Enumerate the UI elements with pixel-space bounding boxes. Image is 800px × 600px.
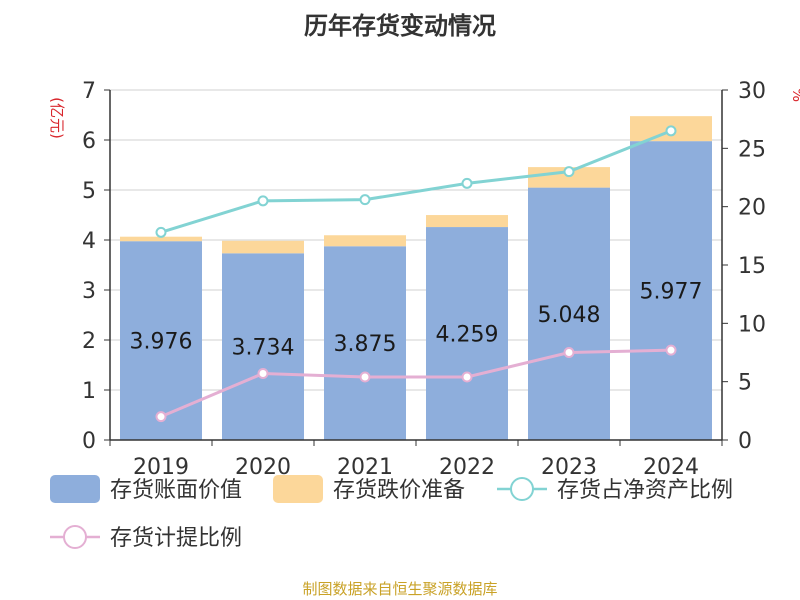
left-tick-label: 4 — [82, 229, 96, 254]
bar-book-value — [324, 246, 406, 440]
bar-impairment — [324, 235, 406, 247]
bar-book-value — [426, 227, 508, 440]
left-tick-label: 1 — [82, 379, 96, 404]
legend-label: 存货跌价准备 — [333, 478, 465, 503]
legend-label: 存货占净资产比例 — [557, 478, 733, 503]
right-tick-label: 0 — [738, 429, 752, 454]
point-net-asset-ratio — [563, 166, 575, 178]
right-tick-label: 25 — [738, 137, 766, 162]
legend-label: 存货计提比例 — [110, 526, 242, 551]
left-tick-label: 5 — [82, 179, 96, 204]
bar-book-value — [630, 141, 712, 440]
left-tick-label: 6 — [82, 129, 96, 154]
grid-lines — [110, 89, 722, 391]
line-net-asset-ratio — [160, 129, 672, 234]
left-tick-label: 7 — [82, 79, 96, 104]
x-tick-label: 2019 — [133, 455, 189, 480]
right-tick-label: 15 — [738, 254, 766, 279]
left-tick-label: 3 — [82, 279, 96, 304]
bar-data-label: 3.976 — [130, 330, 193, 355]
right-axis-label: % — [789, 88, 800, 102]
bar-data-label: 5.977 — [640, 280, 703, 305]
point-provision-ratio — [359, 371, 371, 383]
legend-marker — [63, 525, 87, 549]
point-net-asset-ratio — [665, 125, 677, 137]
x-tick-label: 2023 — [541, 455, 597, 480]
right-tick-label: 30 — [738, 79, 766, 104]
point-provision-ratio — [257, 368, 269, 379]
x-tick-label: 2024 — [643, 455, 699, 480]
right-tick-label: 5 — [738, 371, 752, 396]
bar-data-label: 4.259 — [436, 323, 499, 348]
bar-series — [120, 116, 712, 440]
data-labels: 3.976 3.734 3.875 4.259 5.048 5.977 — [130, 280, 703, 361]
right-tick-label: 10 — [738, 312, 766, 337]
x-tick-label: 2022 — [439, 455, 495, 480]
point-provision-ratio — [563, 347, 575, 358]
point-provision-ratio — [155, 411, 167, 423]
legend-label: 存货账面价值 — [110, 478, 242, 503]
point-net-asset-ratio — [155, 226, 167, 238]
legend-swatch — [50, 475, 100, 503]
line-provision-ratio — [160, 348, 672, 419]
bar-impairment — [222, 240, 304, 254]
point-net-asset-ratio — [257, 195, 269, 207]
source-note: 制图数据来自恒生聚源数据库 — [302, 580, 498, 598]
chart-title: 历年存货变动情况 — [304, 12, 496, 40]
legend-swatch — [273, 475, 323, 503]
left-axis-label: (亿元) — [48, 97, 66, 139]
bar-data-label: 5.048 — [538, 303, 601, 328]
bar-impairment — [426, 215, 508, 228]
point-provision-ratio — [665, 344, 677, 356]
bar-impairment — [528, 167, 610, 188]
line-series — [155, 125, 677, 423]
x-tick-label: 2021 — [337, 455, 393, 480]
point-provision-ratio — [461, 371, 473, 383]
legend-marker — [510, 477, 534, 501]
bar-impairment — [120, 236, 202, 242]
bar-book-value — [120, 241, 202, 440]
left-tick-label: 0 — [82, 429, 96, 454]
left-tick-label: 2 — [82, 329, 96, 354]
point-net-asset-ratio — [461, 177, 473, 189]
right-tick-label: 20 — [738, 196, 766, 221]
point-net-asset-ratio — [359, 194, 371, 206]
axes: 01234567051015202530(亿元)%201920202021202… — [48, 79, 800, 480]
bar-book-value — [222, 253, 304, 440]
bar-data-label: 3.734 — [232, 336, 295, 361]
bar-book-value — [528, 187, 610, 440]
bar-data-label: 3.875 — [334, 332, 397, 357]
